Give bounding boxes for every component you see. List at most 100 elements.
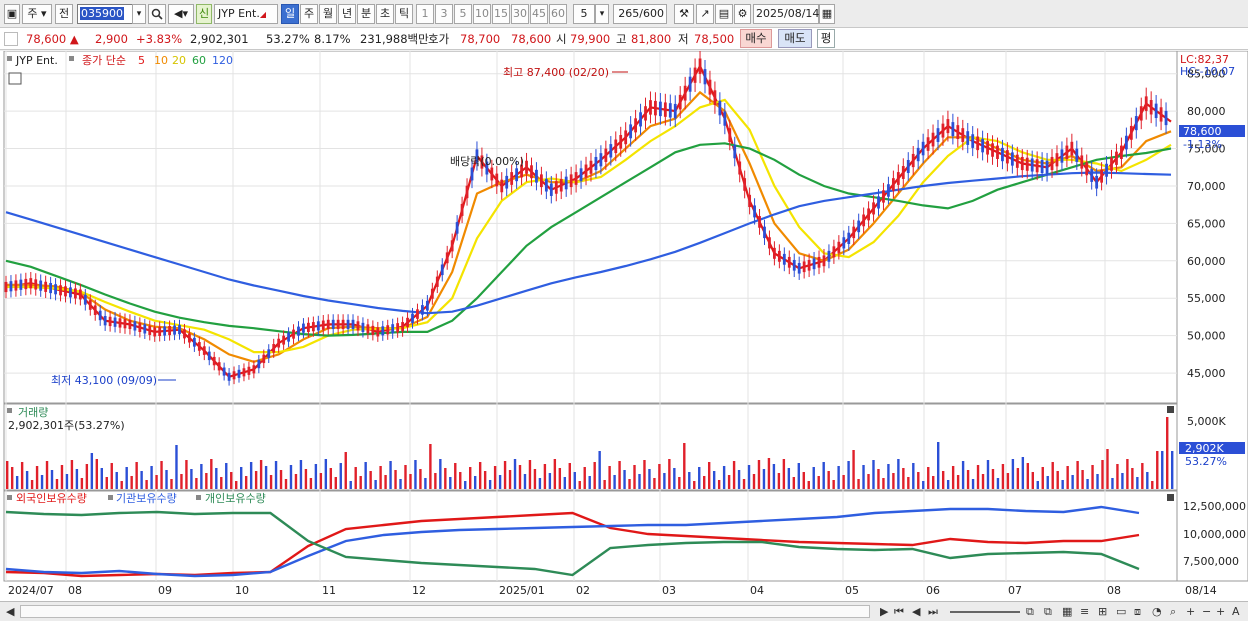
- zoom-slider[interactable]: [950, 611, 1020, 613]
- volume-bar: [80, 478, 84, 489]
- volume-bar: [434, 473, 437, 489]
- code-dropdown-icon[interactable]: ▾: [132, 4, 146, 24]
- tab-1[interactable]: 주: [300, 4, 318, 24]
- volume-bar: [937, 442, 940, 489]
- indicator-icon[interactable]: ⚒: [674, 4, 694, 24]
- interval-45[interactable]: 45: [530, 4, 548, 24]
- legend-bullet-icon: [108, 495, 113, 500]
- tab-5[interactable]: 초: [376, 4, 394, 24]
- buy-button[interactable]: 매수: [740, 29, 772, 48]
- search-icon[interactable]: [148, 4, 166, 24]
- tab-6[interactable]: 틱: [395, 4, 413, 24]
- tab-4[interactable]: 분: [357, 4, 375, 24]
- pie-icon[interactable]: ◔: [1152, 605, 1162, 618]
- gear-icon[interactable]: ⚙: [734, 4, 751, 24]
- stock-name-field[interactable]: JYP Ent.◢: [214, 4, 278, 24]
- scroll-left-icon[interactable]: ◀: [6, 605, 15, 618]
- volume-bar: [927, 467, 930, 489]
- plus-icon[interactable]: +: [1216, 605, 1226, 618]
- candle-body: [406, 317, 409, 328]
- candle-body: [287, 332, 290, 342]
- candle-body: [108, 316, 112, 327]
- interval-1[interactable]: 1: [416, 4, 434, 24]
- interval-15[interactable]: 15: [492, 4, 510, 24]
- volume-bar: [1126, 459, 1129, 489]
- copy-icon[interactable]: ⧉: [1044, 605, 1052, 618]
- volume-bar: [693, 481, 696, 489]
- interval-select[interactable]: 5: [573, 4, 595, 24]
- volume-bar: [75, 469, 79, 489]
- interval-5[interactable]: 5: [454, 4, 472, 24]
- volume-bar: [1091, 465, 1094, 489]
- stock-chart[interactable]: 85,00080,00075,00070,00065,00060,00055,0…: [0, 51, 1248, 601]
- volume-bar: [1086, 479, 1089, 489]
- candle-body: [544, 178, 548, 192]
- volume-bar: [956, 475, 960, 489]
- prev-button[interactable]: 전: [55, 4, 73, 24]
- date-field[interactable]: 2025/08/14: [753, 4, 819, 24]
- tab-0[interactable]: 일: [281, 4, 299, 24]
- high-price: 81,800: [631, 32, 672, 46]
- candle-body: [351, 319, 355, 330]
- sound-icon[interactable]: ◀▾: [168, 4, 194, 24]
- candle-body: [361, 322, 365, 333]
- new-badge[interactable]: 신: [196, 4, 212, 24]
- interval-30[interactable]: 30: [511, 4, 529, 24]
- volume-bar: [1171, 451, 1174, 489]
- candle-body: [564, 176, 568, 190]
- zoom-search-icon[interactable]: ⌕: [1170, 605, 1177, 618]
- layout-icon[interactable]: ⧉: [1026, 605, 1034, 618]
- volume-bar: [593, 462, 596, 489]
- volume-bar: [717, 480, 721, 489]
- calendar-icon[interactable]: ▦: [819, 4, 835, 24]
- candle-body: [257, 359, 261, 369]
- split-icon[interactable]: ⊞: [1098, 605, 1108, 618]
- interval-60[interactable]: 60: [549, 4, 567, 24]
- zoom-in-icon[interactable]: +: [1186, 605, 1196, 618]
- font-size-icon[interactable]: A: [1232, 605, 1240, 618]
- draw-icon[interactable]: ↗: [696, 4, 714, 24]
- first-icon[interactable]: ⏮: [894, 605, 904, 618]
- interval-dropdown-icon[interactable]: ▾: [595, 4, 609, 24]
- zoom-out-icon[interactable]: −: [1202, 605, 1212, 618]
- candle-body: [604, 148, 608, 162]
- candle-body: [1010, 152, 1014, 166]
- scroll-track[interactable]: [20, 605, 870, 618]
- grid-icon[interactable]: ▦: [1062, 605, 1073, 618]
- chart-icon[interactable]: ⧈: [1134, 605, 1141, 618]
- eval-button[interactable]: 평: [817, 29, 835, 48]
- volume-bar: [244, 476, 248, 489]
- chart-scrollbar[interactable]: ◀ ▶ ⏮ ◀ ⏭ ⧉ ⧉ ▦ ≡ ⊞ ▭ ⧈ ◔ ⌕ + − + A: [0, 601, 1248, 621]
- volume-bar: [269, 475, 273, 489]
- candle-body: [782, 253, 786, 265]
- candle-body: [252, 365, 256, 374]
- count-field[interactable]: 265/600: [613, 4, 667, 24]
- current-price-value: 78,600: [26, 32, 67, 46]
- period-select[interactable]: 주 ▾: [22, 4, 52, 24]
- window-menu-icon[interactable]: ▣: [4, 4, 20, 24]
- sell-button[interactable]: 매도: [778, 29, 812, 48]
- candle-body: [515, 168, 519, 182]
- volume-bar: [623, 470, 626, 489]
- candle-body: [589, 160, 593, 174]
- next-icon[interactable]: ⏭: [928, 605, 938, 618]
- volume-bar: [986, 460, 990, 489]
- tab-2[interactable]: 월: [319, 4, 337, 24]
- volume-bar: [663, 473, 666, 489]
- save-icon[interactable]: ▤: [715, 4, 733, 24]
- checkbox-icon[interactable]: [4, 32, 18, 46]
- stock-code-input[interactable]: 035900: [77, 4, 145, 24]
- candle-body: [584, 164, 588, 178]
- volume-current-tag: 2,902K: [1185, 442, 1224, 455]
- candle-body: [936, 128, 940, 142]
- panel-icon[interactable]: ▭: [1116, 605, 1127, 618]
- tab-3[interactable]: 년: [338, 4, 356, 24]
- date-label: 03: [662, 584, 676, 597]
- volume-bar: [772, 464, 776, 489]
- interval-3[interactable]: 3: [435, 4, 453, 24]
- interval-10[interactable]: 10: [473, 4, 491, 24]
- compare-icon[interactable]: ≡: [1080, 605, 1090, 618]
- candle-body: [748, 194, 752, 208]
- prev-icon[interactable]: ◀: [912, 605, 921, 618]
- play-icon[interactable]: ▶: [880, 605, 889, 618]
